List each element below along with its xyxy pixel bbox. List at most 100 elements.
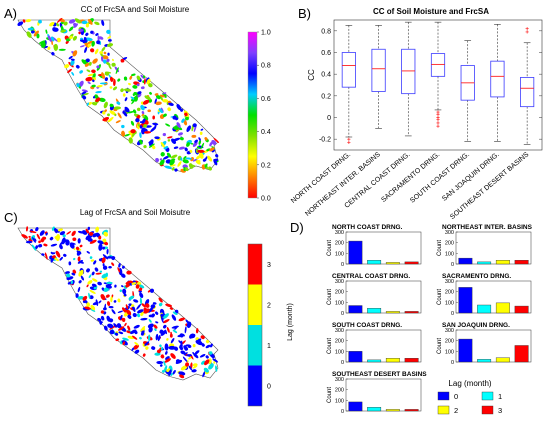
map-patch [85, 228, 89, 234]
bar-lag-3 [514, 305, 529, 314]
map-patch [102, 265, 108, 270]
map-patch [207, 155, 213, 162]
x-tick-label: SACRAMENTO DRNG. [380, 151, 441, 204]
map-patch [130, 120, 135, 126]
panel-a-letter: A) [4, 6, 17, 21]
map-patch [108, 318, 114, 323]
map-patch [45, 232, 48, 236]
map-patch [74, 18, 82, 24]
map-patch [155, 321, 159, 324]
map-patch [17, 21, 24, 27]
map-patch [180, 365, 188, 371]
map-patch [116, 101, 121, 105]
map-patch [72, 269, 77, 274]
y-tick-label: 200 [445, 290, 454, 296]
map-patch [147, 109, 151, 113]
map-patch [169, 160, 175, 166]
map-patch [44, 252, 48, 260]
map-patch [119, 289, 123, 293]
map-patch [73, 23, 78, 28]
map-patch [182, 356, 188, 362]
map-patch [121, 307, 128, 314]
map-patch [172, 115, 177, 120]
map-patch [28, 235, 31, 238]
map-patch [150, 304, 156, 309]
y-tick-label: 100 [335, 349, 344, 355]
map-patch [81, 93, 84, 98]
map-patch [168, 369, 172, 377]
map-patch [59, 244, 63, 250]
y-tick-label: 0 [327, 115, 331, 122]
map-patch [166, 338, 169, 341]
map-patch [81, 91, 87, 95]
map-patch [115, 120, 121, 124]
map-patch [77, 238, 81, 244]
map-patch [72, 237, 77, 242]
outlier-marker [347, 140, 351, 145]
map-patch [168, 345, 176, 350]
map-patch [124, 133, 131, 137]
map-patch [94, 48, 99, 55]
map-patch [72, 35, 78, 41]
map-patch [160, 346, 164, 351]
map-patch [43, 243, 48, 247]
map-patch [188, 163, 194, 169]
y-tick-label: 300 [335, 279, 344, 285]
map-patch [35, 245, 39, 250]
map-patch [54, 257, 59, 262]
map-patch [180, 350, 186, 355]
map-patch [139, 125, 143, 129]
outlier-marker [436, 124, 440, 128]
y-tick-label: 200 [335, 339, 344, 345]
map-patch [68, 19, 76, 24]
map-patch [55, 233, 60, 242]
map-patch [94, 267, 99, 272]
map-patch [100, 310, 105, 314]
map-patch [142, 99, 150, 105]
map-patch [208, 351, 213, 355]
map-patch [77, 286, 81, 293]
map-patch [142, 115, 146, 118]
map-patch [65, 40, 69, 44]
map-patch [91, 69, 96, 74]
map-patch [114, 113, 117, 117]
map-patch [84, 46, 88, 53]
map-patch [191, 369, 197, 373]
map-patch [109, 110, 116, 116]
map-patch [159, 95, 164, 101]
map-patch [171, 138, 177, 144]
map-patch [38, 244, 43, 248]
map-patch [155, 157, 159, 163]
map-patch [178, 371, 186, 376]
map-patch [96, 85, 103, 88]
legend-label: 1 [498, 392, 502, 401]
map-patch [60, 29, 67, 33]
map-patch [137, 309, 144, 314]
map-patch [165, 123, 171, 127]
map-patch [109, 103, 114, 108]
map-patch [125, 280, 132, 285]
map-patch [102, 238, 107, 243]
y-tick-label: 0 [451, 360, 454, 366]
map-patch [38, 40, 46, 44]
map-patch [95, 33, 99, 36]
map-patch [91, 283, 97, 287]
x-tick-label: NORTH COAST DRNG. [290, 151, 352, 205]
map-patch [146, 78, 151, 85]
map-patch [194, 350, 200, 355]
map-patch [42, 236, 47, 240]
map-patch [95, 299, 99, 307]
map-patch [148, 143, 155, 148]
bar-lag-3 [404, 409, 419, 412]
bar-lag-3 [514, 260, 529, 265]
map-patch [66, 273, 71, 278]
map-patch [164, 329, 167, 335]
map-patch [158, 302, 163, 307]
subplot-ylabel: Count [327, 289, 333, 305]
map-patch [88, 231, 94, 236]
y-tick-label: 200 [445, 339, 454, 345]
map-patch [100, 53, 104, 57]
map-patch [49, 236, 54, 241]
map-patch [205, 339, 210, 344]
